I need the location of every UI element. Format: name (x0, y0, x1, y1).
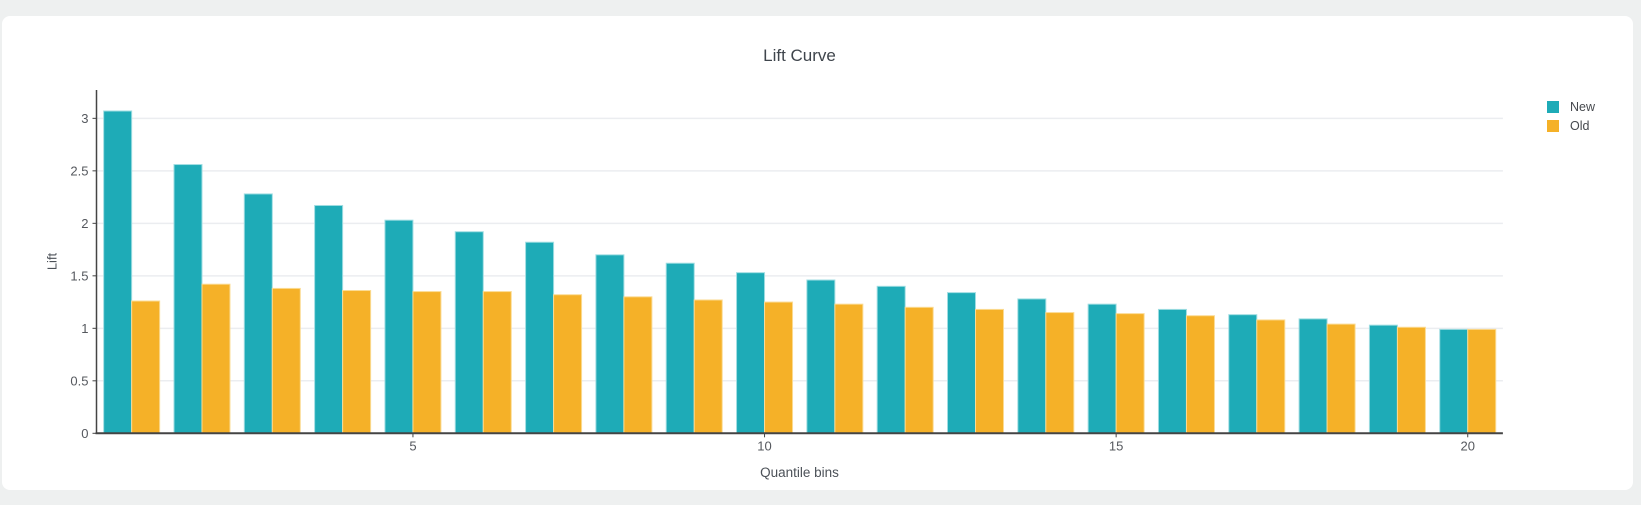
bar-new-18 (1298, 318, 1328, 434)
y-tick-label: 0 (81, 426, 88, 441)
chart-card: Lift Curve 0 0.5 1 1.5 2 2.5 3 5 10 15 20 New Old … (2, 16, 1633, 490)
bar-old-9 (693, 299, 723, 434)
bar-new-19 (1368, 324, 1398, 434)
bar-new-15 (1087, 303, 1117, 434)
bar-new-14 (1017, 298, 1047, 434)
x-tick-label: 20 (1461, 438, 1475, 453)
bar-new-4 (314, 204, 344, 434)
bar-new-10 (736, 272, 766, 434)
bar-new-16 (1157, 308, 1187, 434)
bar-new-6 (454, 231, 484, 434)
bar-new-2 (173, 164, 203, 434)
bar-new-3 (243, 193, 273, 434)
x-tick-label: 5 (409, 438, 416, 453)
y-tick-label: 1 (81, 321, 88, 336)
bar-new-12 (876, 285, 906, 434)
legend-item-new[interactable]: New (1547, 100, 1595, 114)
bar-old-5 (412, 291, 442, 434)
bar-new-9 (665, 262, 695, 434)
bar-old-10 (764, 301, 794, 434)
bar-old-17 (1256, 319, 1286, 434)
lift-curve-plot: 0 0.5 1 1.5 2 2.5 3 5 10 15 20 (70, 90, 1503, 453)
bar-old-6 (482, 291, 512, 434)
y-tick-label: 1.5 (70, 268, 88, 283)
bar-old-1 (131, 300, 161, 434)
legend-label-old: Old (1570, 119, 1590, 133)
bar-old-2 (201, 283, 231, 434)
x-tick-label: 15 (1109, 438, 1123, 453)
bar-old-13 (975, 308, 1004, 434)
bar-new-17 (1228, 314, 1258, 434)
bar-new-20 (1439, 328, 1469, 434)
y-tick-label: 2.5 (70, 163, 88, 178)
x-tick-label: 10 (757, 438, 771, 453)
bar-old-19 (1396, 326, 1426, 434)
bar-old-18 (1326, 323, 1356, 434)
y-tick-label: 0.5 (70, 373, 88, 388)
bar-old-3 (271, 287, 301, 434)
y-tick-label: 3 (81, 111, 88, 126)
x-axis-title: Quantile bins (760, 465, 839, 480)
legend: New Old (1547, 100, 1595, 133)
bar-old-7 (553, 294, 583, 434)
bar-new-11 (806, 279, 836, 434)
bar-old-15 (1115, 313, 1145, 434)
bar-old-20 (1467, 328, 1497, 434)
bar-old-11 (834, 303, 864, 434)
bar-new-5 (384, 219, 414, 434)
y-tick-label: 2 (81, 216, 88, 231)
chart-title: Lift Curve (763, 46, 836, 65)
bar-new-13 (947, 292, 976, 434)
legend-swatch-new-icon (1547, 101, 1559, 113)
bar-old-16 (1185, 315, 1215, 434)
bar-new-7 (525, 241, 555, 434)
legend-item-old[interactable]: Old (1547, 119, 1595, 133)
legend-swatch-old-icon (1547, 120, 1559, 132)
bar-new-1 (103, 110, 133, 434)
bar-old-12 (904, 306, 934, 434)
bar-old-8 (623, 296, 653, 434)
bar-new-8 (595, 254, 625, 434)
bar-old-14 (1045, 312, 1075, 434)
y-axis-title: Lift (44, 252, 60, 271)
bar-old-4 (342, 290, 372, 434)
legend-label-new: New (1570, 100, 1596, 114)
